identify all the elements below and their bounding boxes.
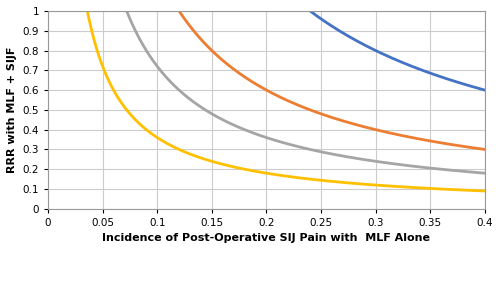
$250k/QALY	[482, 189, 488, 193]
$250k/QALY	[278, 174, 283, 177]
$10k/QALY	[388, 56, 394, 59]
$50k/QALY	[473, 146, 479, 150]
$10k/QALY	[392, 58, 398, 61]
$100k/QALY	[406, 164, 411, 167]
$10k/QALY	[476, 87, 482, 90]
$50k/QALY	[324, 114, 330, 118]
$100k/QALY	[482, 171, 488, 175]
$100k/QALY	[142, 46, 148, 50]
$100k/QALY	[124, 9, 130, 13]
$250k/QALY	[470, 189, 476, 192]
$10k/QALY	[444, 77, 450, 81]
$10k/QALY	[482, 88, 488, 92]
$10k/QALY	[476, 87, 482, 90]
Y-axis label: RRR with MLF + SIJF: RRR with MLF + SIJF	[7, 47, 17, 173]
$250k/QALY	[84, 9, 90, 13]
Line: $10k/QALY: $10k/QALY	[310, 11, 485, 90]
$100k/QALY	[298, 146, 304, 149]
$50k/QALY	[192, 30, 198, 34]
$250k/QALY	[267, 172, 273, 175]
$50k/QALY	[316, 112, 322, 115]
$50k/QALY	[417, 137, 423, 141]
$250k/QALY	[470, 189, 476, 192]
$10k/QALY	[307, 9, 313, 13]
Line: $100k/QALY: $100k/QALY	[126, 11, 485, 173]
Line: $50k/QALY: $50k/QALY	[179, 11, 485, 149]
$100k/QALY	[471, 171, 477, 174]
$100k/QALY	[288, 143, 294, 147]
$50k/QALY	[176, 9, 182, 13]
Line: $250k/QALY: $250k/QALY	[88, 11, 485, 191]
$100k/QALY	[472, 171, 478, 174]
$50k/QALY	[482, 148, 488, 151]
Legend: $10k/QALY, $50k/QALY, $100k/QALY, $250k/QALY: $10k/QALY, $50k/QALY, $100k/QALY, $250k/…	[70, 289, 463, 290]
$50k/QALY	[473, 146, 479, 150]
X-axis label: Incidence of Post-Operative SIJ Pain with  MLF Alone: Incidence of Post-Operative SIJ Pain wit…	[102, 233, 430, 243]
$250k/QALY	[398, 185, 404, 188]
$250k/QALY	[104, 77, 110, 80]
$10k/QALY	[316, 16, 322, 19]
